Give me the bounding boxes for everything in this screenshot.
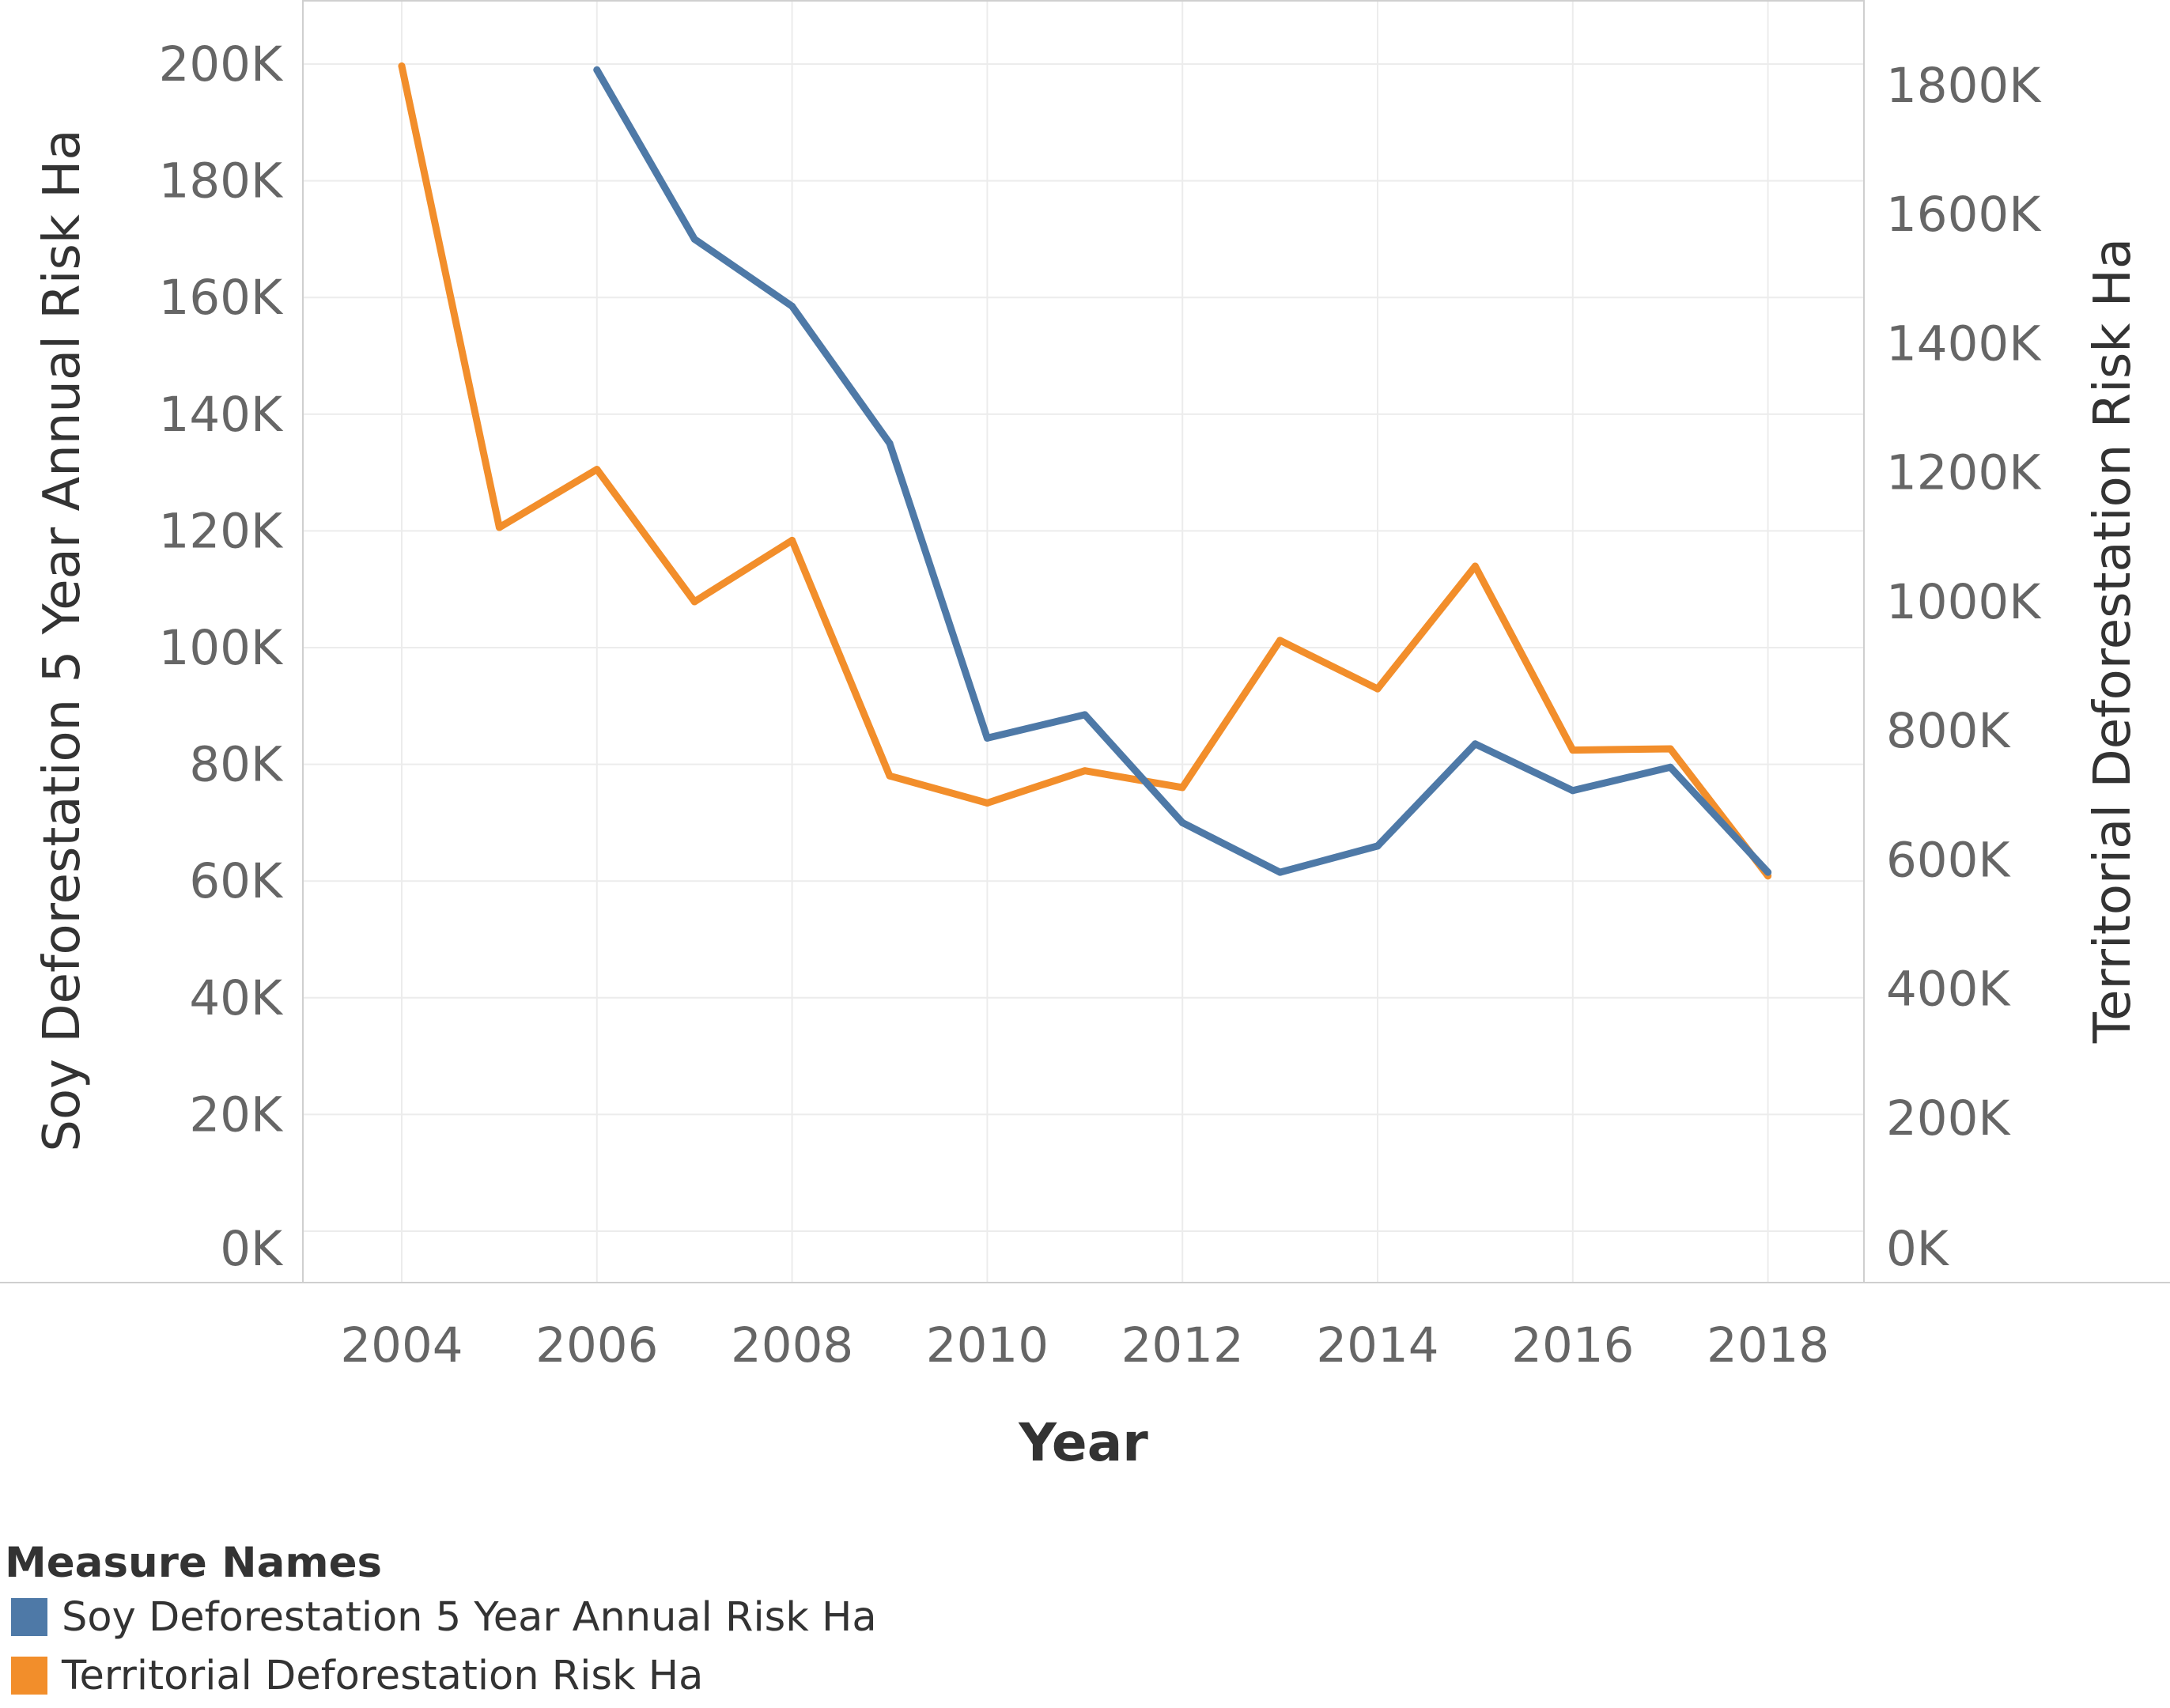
data-point-soy <box>983 734 991 742</box>
legend-swatch-soy <box>11 1598 47 1636</box>
tick-labels: 2004 2006 2008 2010 2012 2014 2016 2018 0K 20K 40K… <box>159 36 2043 1374</box>
data-point-territorial <box>788 536 796 544</box>
data-point-soy <box>690 235 698 243</box>
data-point-territorial <box>690 598 698 606</box>
y-left-tick-label: 20K <box>189 1086 284 1143</box>
y-left-tick-label: 80K <box>189 737 284 793</box>
data-point-territorial <box>1374 685 1382 693</box>
y-left-tick-label: 100K <box>159 620 284 676</box>
legend: Measure Names Soy Deforestation 5 Year A… <box>5 1539 877 1699</box>
series-line-territorial <box>398 62 1772 880</box>
y-left-tick-label: 180K <box>159 153 284 210</box>
data-point-territorial <box>593 466 601 474</box>
legend-label-soy: Soy Deforestation 5 Year Annual Risk Ha <box>62 1594 877 1641</box>
data-point-soy <box>1764 868 1772 876</box>
x-tick-label: 2010 <box>926 1317 1049 1374</box>
x-tick-label: 2016 <box>1511 1317 1634 1374</box>
y-left-tick-label: 0K <box>220 1221 284 1277</box>
y-left-axis-title: Soy Deforestation 5 Year Annual Risk Ha <box>33 129 92 1151</box>
y-right-axis-title: Territorial Deforestation Risk Ha <box>2084 238 2142 1044</box>
data-point-soy <box>593 66 601 74</box>
y-right-tick-label: 1000K <box>1886 574 2042 630</box>
data-point-territorial <box>495 523 503 531</box>
y-right-tick-label: 800K <box>1886 703 2011 759</box>
data-point-territorial <box>398 62 406 70</box>
data-point-territorial <box>886 772 894 780</box>
y-right-tick-label: 400K <box>1886 962 2011 1018</box>
legend-label-territorial: Territorial Deforestation Risk Ha <box>61 1653 703 1699</box>
x-tick-label: 2018 <box>1707 1317 1829 1374</box>
legend-title: Measure Names <box>5 1539 382 1587</box>
data-point-soy <box>1666 763 1674 771</box>
x-tick-label: 2006 <box>535 1317 658 1374</box>
data-point-territorial <box>1666 745 1674 753</box>
y-left-tick-label: 140K <box>159 387 284 443</box>
data-point-territorial <box>983 799 991 807</box>
data-point-territorial <box>1178 784 1186 792</box>
y-right-tick-label: 1200K <box>1886 445 2042 501</box>
series-lines <box>398 62 1772 880</box>
data-point-soy <box>1178 818 1186 826</box>
legend-swatch-territorial <box>11 1657 47 1695</box>
y-left-tick-label: 60K <box>189 853 284 909</box>
y-left-tick-label: 120K <box>159 503 284 559</box>
y-left-tick-label: 200K <box>159 36 284 93</box>
y-right-tick-label: 0K <box>1886 1221 1950 1277</box>
x-tick-label: 2004 <box>340 1317 463 1374</box>
x-axis-title: Year <box>1018 1412 1148 1473</box>
y-right-tick-label: 1400K <box>1886 316 2042 372</box>
y-right-tick-label: 1800K <box>1886 58 2042 114</box>
data-point-soy <box>1471 740 1479 748</box>
data-point-soy <box>1081 711 1089 719</box>
data-point-soy <box>1276 868 1284 876</box>
x-tick-label: 2014 <box>1316 1317 1438 1374</box>
y-right-tick-label: 1600K <box>1886 187 2042 243</box>
gridlines <box>303 0 1864 1283</box>
x-tick-label: 2012 <box>1121 1317 1244 1374</box>
y-right-tick-label: 200K <box>1886 1090 2011 1147</box>
data-point-territorial <box>1081 767 1089 775</box>
axes <box>0 0 2170 1283</box>
data-point-soy <box>1569 787 1577 795</box>
data-point-territorial <box>1471 562 1479 570</box>
data-point-territorial <box>1276 637 1284 644</box>
x-tick-label: 2008 <box>731 1317 853 1374</box>
data-point-soy <box>886 440 894 448</box>
y-right-tick-label: 600K <box>1886 832 2011 888</box>
data-point-soy <box>788 302 796 310</box>
y-left-tick-label: 160K <box>159 270 284 326</box>
y-left-tick-label: 40K <box>189 970 284 1026</box>
data-point-territorial <box>1569 746 1577 754</box>
data-point-soy <box>1374 842 1382 850</box>
